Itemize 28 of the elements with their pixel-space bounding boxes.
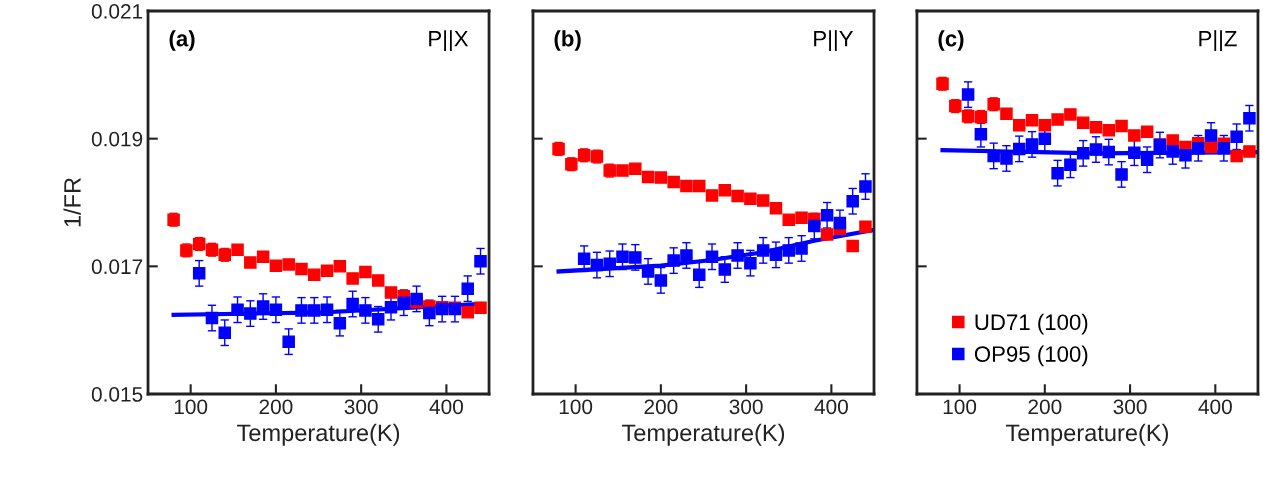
x-tick-label: 300 [729,399,763,415]
x-tick-label: 200 [259,399,293,415]
annotation: (c) [938,30,964,51]
y-tick-label: 0.019 [91,131,143,147]
annotation: P||Z [1199,30,1237,51]
x-tick-label: 200 [644,399,678,415]
x-tick-label: 400 [814,399,848,415]
annotation: P||Y [814,30,854,51]
y-tick-label: 0.021 [91,4,143,19]
x-tick-label: 300 [344,399,378,415]
x-tick-label: 400 [429,399,463,415]
y-tick-label: 0.015 [91,387,143,402]
x-tick-label: 300 [1113,399,1147,415]
x-axis-title: Temperature(K) [1005,423,1168,446]
x-axis-title: Temperature(K) [237,423,400,446]
x-tick-label: 400 [1198,399,1232,415]
x-tick-label: 100 [174,399,208,415]
annotation: P||X [429,30,469,51]
legend-label: OP95 (100) [974,345,1088,367]
annotation: (a) [169,30,195,51]
x-tick-label: 100 [559,399,593,415]
legend-label: UD71 (100) [975,313,1088,335]
x-axis-title: Temperature(K) [622,423,785,446]
x-tick-label: 100 [943,399,977,415]
x-tick-label: 200 [1028,399,1062,415]
annotation: (b) [554,30,581,51]
y-axis-title: 1/FR [63,178,81,227]
y-tick-label: 0.017 [91,259,143,275]
